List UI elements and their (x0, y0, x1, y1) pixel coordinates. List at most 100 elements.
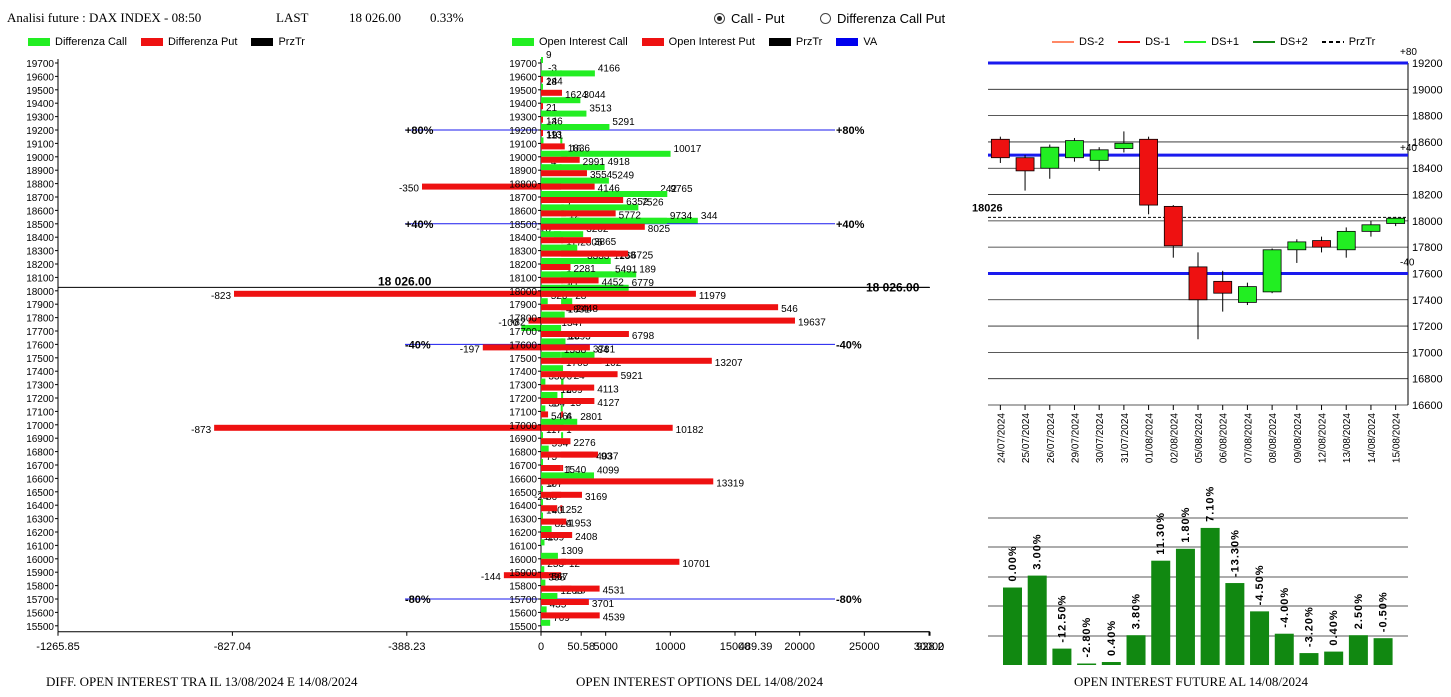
y-tick-label: 17200 (1412, 321, 1443, 333)
bar-value-label: 19637 (798, 318, 826, 329)
strike-label: 19000 (509, 153, 537, 164)
bar-value-label: 16 (570, 144, 582, 155)
bar-value-label: 4146 (598, 184, 621, 195)
footer-diff: DIFF. OPEN INTEREST TRA IL 13/08/2024 E … (46, 674, 358, 689)
strike-label: 18600 (26, 206, 54, 217)
future-oi-bar (1324, 651, 1344, 665)
oi-bar (541, 156, 580, 163)
oi-bar (541, 237, 591, 244)
oi-bar (541, 231, 584, 238)
y-tick-label: 18200 (1412, 190, 1443, 202)
x-tick-label: 489.39 (739, 641, 773, 653)
radio-differenza-call-put[interactable]: Differenza Call Put (820, 11, 945, 26)
strike-label: 19700 (26, 59, 54, 70)
bar-value-label: 4452 (602, 277, 625, 288)
diff-bar (561, 465, 564, 471)
oi-bar (541, 351, 561, 358)
legend-label: DS+2 (1279, 36, 1308, 48)
oi-bar (541, 593, 558, 599)
radio-call-put[interactable]: Call - Put (714, 11, 784, 26)
diff-bar (560, 505, 563, 512)
x-tick-label: 30000 (914, 641, 945, 653)
y-tick-label: 16600 (1412, 400, 1443, 412)
bar-value-label: 28 (546, 77, 558, 88)
strike-label: 18300 (26, 247, 54, 258)
bar-value-label: 3513 (589, 104, 612, 115)
bar-value-label: 1624 (565, 90, 588, 101)
strike-label: 17200 (509, 394, 537, 405)
date-label: 05/08/2024 (1194, 413, 1205, 463)
bar-value-label: 21 (546, 103, 558, 114)
bar-value-label: 4127 (597, 398, 620, 409)
date-label: 26/07/2024 (1046, 413, 1057, 463)
bar-value-label: 3044 (583, 90, 606, 101)
x-tick-label: 20000 (784, 641, 815, 653)
strike-label: 19100 (26, 139, 54, 150)
bar-value-label: 146 (546, 117, 563, 128)
bar-value-label: 546 (551, 411, 568, 422)
oi-bar (541, 204, 639, 211)
legend-label: DS+1 (1211, 36, 1239, 48)
future-oi-bar (1250, 611, 1270, 665)
bar-value-label: 93 (601, 452, 613, 463)
bar-value-label: 11979 (699, 291, 727, 302)
bar-value-label: 9734 (670, 211, 693, 222)
candle-body (1238, 286, 1257, 303)
level-label: +40% (405, 219, 434, 231)
strike-label: 17100 (26, 407, 54, 418)
bar-value-label: 3554 (590, 170, 613, 181)
oi-bar (541, 264, 571, 270)
bar-value-label: 6798 (632, 331, 655, 342)
oi-bar (541, 170, 587, 177)
legend-swatch-ds-1 (1118, 41, 1141, 43)
oi-bar (541, 191, 668, 197)
diff-bar (421, 183, 562, 190)
future-oi-bar (1299, 653, 1319, 665)
oi-bar (541, 217, 667, 224)
legend-label: PrzTr (278, 36, 305, 48)
diff-bar (234, 290, 562, 297)
legend-label: Open Interest Put (668, 36, 755, 48)
future-oi-bar (1175, 548, 1195, 665)
y-tick-label: 17800 (1412, 242, 1443, 254)
bar-value-label: -144 (481, 572, 501, 583)
strike-label: 17600 (26, 340, 54, 351)
date-label: 07/08/2024 (1243, 413, 1254, 463)
oi-bar (541, 365, 564, 372)
date-label: 08/08/2024 (1268, 413, 1279, 463)
oi-bar (541, 258, 585, 264)
strike-label: 19600 (26, 72, 54, 83)
strike-label: 19300 (509, 113, 537, 124)
price-label: 18 026.00 (378, 274, 432, 288)
oi-bar (541, 619, 551, 626)
date-label: 15/08/2024 (1392, 413, 1403, 463)
strike-label: 15900 (509, 568, 537, 579)
strike-label: 16100 (26, 541, 54, 552)
legend-label: PrzTr (1348, 36, 1376, 48)
oi-bar (541, 331, 629, 337)
bar-value-label: 4113 (597, 385, 619, 396)
future-oi-bar (1151, 560, 1171, 665)
strike-label: 16700 (509, 461, 537, 472)
y-tick-label: 17600 (1412, 268, 1443, 280)
oi-bar (541, 505, 558, 512)
bar-value-label: 2281 (574, 264, 597, 275)
header-last-change: 0.33% (430, 10, 464, 25)
band-label: +40 (1400, 143, 1417, 154)
date-label: 24/07/2024 (996, 413, 1007, 463)
date-label: 06/08/2024 (1219, 413, 1230, 463)
strike-label: 18700 (26, 193, 54, 204)
future-oi-label: 0.40% (1328, 609, 1340, 645)
oi-bar (541, 338, 566, 345)
y-tick-label: 19200 (1412, 58, 1443, 70)
radio-selected-icon[interactable] (714, 13, 725, 24)
bar-value-label: 7526 (641, 197, 664, 208)
strike-label: 17100 (509, 407, 537, 418)
bar-value-label: 2991 (583, 157, 606, 168)
oi-bar (541, 424, 673, 431)
radio-unselected-icon[interactable] (820, 13, 831, 24)
x-tick-label: -827.04 (214, 641, 251, 653)
legend-swatch-ds-2 (1052, 41, 1074, 43)
oi-bar (541, 566, 545, 573)
date-label: 01/08/2024 (1145, 413, 1156, 463)
